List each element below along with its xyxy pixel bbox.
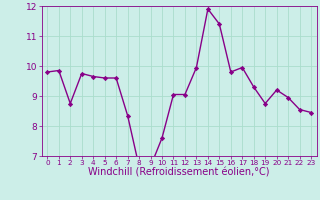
- X-axis label: Windchill (Refroidissement éolien,°C): Windchill (Refroidissement éolien,°C): [88, 168, 270, 178]
